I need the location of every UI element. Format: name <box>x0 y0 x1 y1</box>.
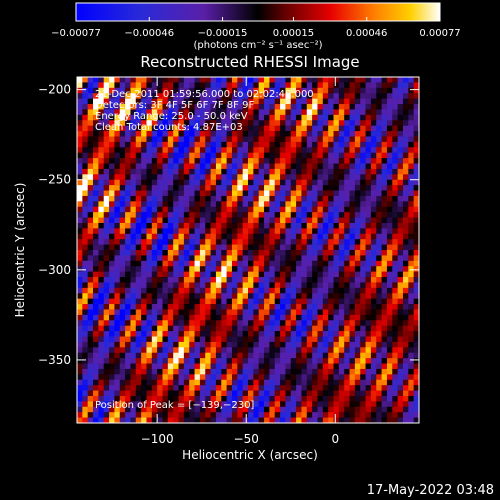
colorbar-frame <box>75 2 441 22</box>
chart-title: Reconstructed RHESSI Image <box>140 53 359 71</box>
x-axis-label: Heliocentric X (arcsec) <box>182 448 318 462</box>
x-tick-label: −50 <box>234 432 259 446</box>
annotation-block: 21-Dec-2011 01:59:56.000 to 02:02:48.000… <box>95 89 314 133</box>
annotation-clean-counts: Clean Total counts: 4.87E+03 <box>95 122 243 133</box>
x-tick-label: −100 <box>141 432 174 446</box>
annotation-detectors: Detectors: 3F 4F 5F 6F 7F 8F 9F <box>95 100 254 111</box>
colorbar-ticks: −0.00077 −0.00046 −0.00015 0.00015 0.00046 0.… <box>51 17 461 39</box>
y-tick-label: −200 <box>38 83 71 97</box>
colorbar-tick-label: 0.00046 <box>346 28 387 39</box>
plot-frame <box>76 76 420 424</box>
y-tick-label: −350 <box>38 353 71 367</box>
axis-ticks: −100 −50 0 −200 −250 −300 −350 <box>38 77 419 446</box>
timestamp: 17-May-2022 03:48 <box>367 483 494 498</box>
colorbar-tick-label: −0.00046 <box>124 28 174 39</box>
colorbar <box>76 3 440 21</box>
annotation-time-range: 21-Dec-2011 01:59:56.000 to 02:02:48.000 <box>95 89 314 100</box>
y-tick-label: −250 <box>38 173 71 187</box>
colorbar-tick-label: 0.00077 <box>419 28 460 39</box>
y-tick-label: −300 <box>38 263 71 277</box>
colorbar-tick-label: −0.00015 <box>198 28 248 39</box>
x-tick-label: 0 <box>331 432 339 446</box>
colorbar-tick-label: 0.00015 <box>273 28 314 39</box>
colorbar-tick-label: −0.00077 <box>51 28 101 39</box>
colorbar-unit-label: (photons cm⁻² s⁻¹ asec⁻²) <box>193 40 322 51</box>
y-axis-label: Heliocentric Y (arcsec) <box>13 183 27 318</box>
peak-position-label: Position of Peak = [−139,−230] <box>95 400 254 411</box>
heatmap <box>77 77 419 423</box>
annotation-energy-range: Energy Range: 25.0 - 50.0 keV <box>95 111 248 122</box>
